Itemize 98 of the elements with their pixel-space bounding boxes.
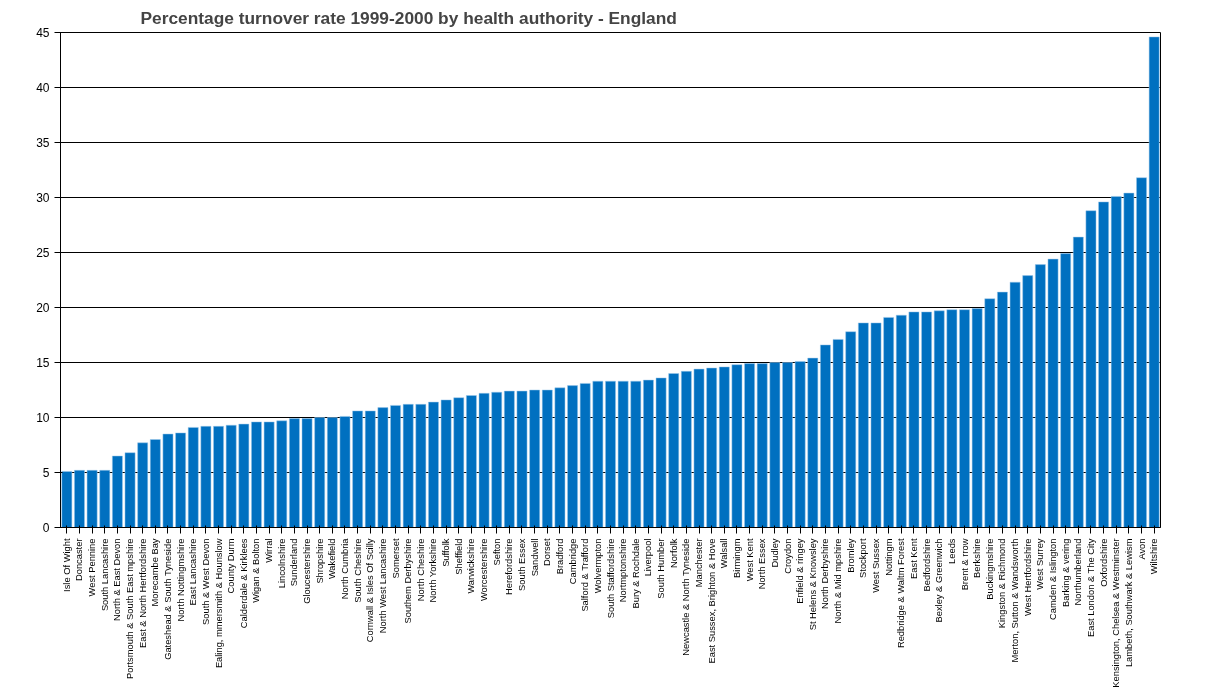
x-tick-label: North Yorkshire: [428, 538, 439, 603]
y-tick-label: 35: [36, 136, 50, 150]
x-tick-label: Wirral: [264, 538, 275, 563]
chart-title: Percentage turnover rate 1999-2000 by health authority - England: [140, 7, 677, 28]
x-tick-label: West Sussex: [871, 538, 882, 593]
x-tick-label: North & East Devon: [112, 538, 123, 621]
x-tick-label: Buckingmshire: [984, 538, 995, 600]
x-tick-label: West Pennine: [87, 538, 98, 597]
x-tick-label: Lincolnshire: [276, 538, 287, 589]
x-tick-label: Manchester: [694, 538, 705, 588]
x-tick-label: North & Mid mpshire: [833, 538, 844, 624]
x-tick-label: Shropshire: [314, 538, 325, 584]
x-tick-label: Croydon: [782, 538, 793, 574]
x-tick-label: Wolvermpton: [592, 538, 603, 594]
x-tick-label: Stockport: [858, 538, 869, 578]
x-tick-label: Redbridge & Waltm Forest: [896, 538, 907, 649]
x-tick-label: Ealing, mmersmith & Hounslow: [213, 538, 224, 669]
x-tick-label: Wiltshire: [1149, 538, 1160, 575]
x-tick-label: Cornwall & Isles Of Scilly: [365, 538, 376, 643]
x-tick-label: Sandwell: [529, 538, 540, 577]
x-tick-label: South Lancashire: [99, 538, 110, 612]
x-tick-label: South Cheshire: [352, 538, 363, 603]
x-tick-label: South Staffordshire: [605, 538, 616, 619]
x-tick-label: Gloucestershire: [302, 538, 313, 604]
x-tick-label: Leeds: [946, 538, 957, 564]
x-tick-label: Sheffield: [453, 538, 464, 575]
x-tick-label: Somerset: [390, 538, 401, 579]
x-tick-label: Kensington, Chelsea & Westminster: [1111, 538, 1122, 688]
x-tick-label: Birmingm: [731, 538, 742, 578]
x-tick-label: Portsmouth & South East mpshire: [125, 538, 136, 680]
y-tick-label: 15: [36, 356, 50, 370]
x-tick-label: Sunderland: [289, 538, 300, 587]
x-tick-label: South Essex: [516, 538, 527, 591]
y-tick-label: 20: [36, 301, 50, 315]
x-tick-label: North West Lancashire: [377, 538, 388, 634]
x-tick-label: North Cheshire: [415, 538, 426, 602]
x-tick-label: East Kent: [908, 538, 919, 579]
x-tick-label: County Durm: [226, 538, 237, 594]
x-tick-label: Barking & vering: [1060, 538, 1071, 607]
x-tick-label: Brent & rrow: [959, 538, 970, 591]
x-tick-label: Northumberland: [1073, 538, 1084, 606]
x-tick-label: Herefordshire: [504, 538, 515, 596]
y-tick-label: 0: [42, 521, 50, 535]
x-tick-label: Walsall: [719, 538, 730, 569]
x-tick-label: Doncaster: [74, 538, 85, 582]
x-tick-label: East Sussex, Brighton & Hove: [706, 538, 717, 664]
x-tick-label: North Cumbria: [339, 537, 350, 600]
x-tick-label: North Derbyshire: [820, 538, 831, 609]
x-tick-label: Bradford: [554, 538, 565, 575]
x-tick-label: Kingston & Richmond: [997, 538, 1008, 629]
x-tick-label: Bedfordshire: [921, 538, 932, 592]
y-tick-label: 5: [42, 466, 50, 480]
x-tick-label: Bexley & Greenwich: [934, 538, 945, 623]
x-tick-label: Avon: [1136, 538, 1147, 560]
x-tick-label: East Lancashire: [188, 538, 199, 606]
x-tick-label: Wakefield: [327, 538, 338, 580]
x-tick-label: Calderdale & Kirklees: [238, 538, 249, 629]
y-tick-label: 10: [36, 411, 50, 425]
x-tick-label: Dorset: [542, 538, 553, 566]
y-tick-label: 40: [36, 81, 50, 95]
x-tick-label: East London & The City: [1085, 538, 1096, 638]
x-tick-label: West Surrey: [1035, 538, 1046, 590]
x-tick-label: Newcastle & North Tyneside: [681, 538, 692, 656]
x-tick-label: Suffolk: [441, 538, 452, 567]
y-tick-label: 30: [36, 191, 50, 205]
x-tick-label: Camden & Islington: [1048, 538, 1059, 620]
x-tick-label: Wigan & Bolton: [251, 538, 262, 603]
x-tick-label: North Essex: [757, 538, 768, 590]
x-tick-label: Liverpool: [643, 538, 654, 577]
x-tick-label: Lambeth, Southwark & Lewism: [1123, 538, 1134, 668]
x-tick-label: Warwickshire: [466, 538, 477, 594]
x-tick-label: Isle Of Wight: [61, 538, 72, 592]
x-tick-label: South Humber: [656, 538, 667, 599]
x-tick-label: West Hertfordshire: [1022, 538, 1033, 617]
x-tick-label: Gateshead & South Tyneside: [162, 538, 173, 660]
x-tick-label: East & North Hertfordshire: [137, 538, 148, 648]
x-tick-label: Norfolk: [668, 538, 679, 569]
x-tick-label: Merton, Sutton & Wandsworth: [1010, 538, 1021, 663]
x-tick-label: St Helens & Knowsley: [807, 538, 818, 631]
x-tick-label: Sefton: [491, 538, 502, 566]
x-tick-label: Berkshire: [972, 538, 983, 578]
x-tick-label: Bromley: [845, 538, 856, 573]
x-tick-label: Nortmptonshire: [618, 538, 629, 603]
x-tick-label: Worcestershire: [479, 538, 490, 602]
x-tick-label: Southem Derbyshire: [403, 538, 414, 624]
x-tick-label: West Kent: [744, 538, 755, 582]
x-tick-label: Salford & Trafford: [580, 538, 591, 612]
x-tick-label: North Nottingmshire: [175, 538, 186, 622]
x-tick-label: Enfield & ringey: [795, 538, 806, 604]
y-tick-label: 25: [36, 246, 50, 260]
x-tick-label: Bury & Rochdale: [630, 538, 641, 609]
x-tick-label: Cambridge: [567, 538, 578, 585]
x-tick-label: Oxfordshire: [1098, 538, 1109, 587]
x-tick-label: Nottingm: [883, 538, 894, 576]
y-tick-label: 45: [36, 26, 50, 40]
x-tick-label: Dudley: [769, 538, 780, 568]
x-tick-label: Morecambe Bay: [150, 538, 161, 607]
x-tick-label: South & West Devon: [200, 538, 211, 625]
